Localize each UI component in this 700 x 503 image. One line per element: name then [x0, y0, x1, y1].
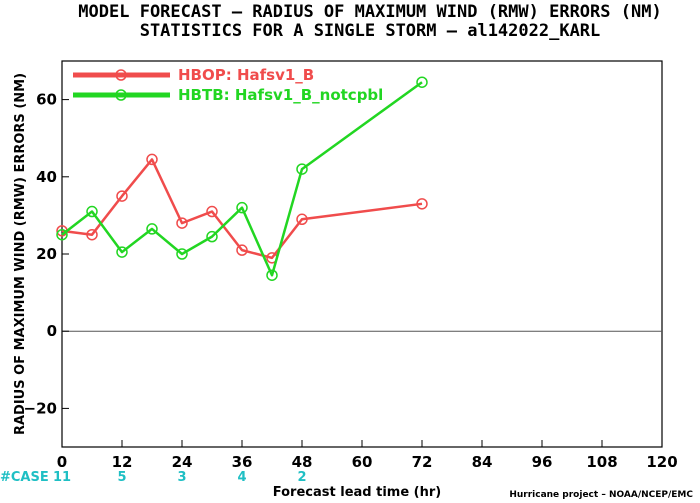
x-axis-label: Forecast lead time (hr)	[273, 485, 441, 500]
y-tick-label: 0	[47, 322, 57, 340]
y-tick-label: 20	[36, 245, 57, 263]
data-point	[56, 228, 68, 241]
chart-subtitle: STATISTICS FOR A SINGLE STORM – al142022…	[140, 21, 601, 41]
data-point	[416, 76, 428, 88]
data-point	[416, 198, 428, 210]
legend: HBOP: Hafsv1_B HBTB: Hafsv1_B_notcpbl	[73, 66, 383, 104]
x-tick-label: 72	[412, 453, 433, 471]
data-point	[86, 228, 98, 241]
x-axis: 0 12 24 36 48 60 72 84 96 108 120	[57, 440, 678, 471]
series-1	[56, 153, 428, 264]
data-point	[146, 223, 158, 235]
data-point	[86, 205, 98, 218]
case-count: 11	[53, 470, 71, 485]
legend-label: HBOP: Hafsv1_B	[178, 66, 314, 84]
data-point	[116, 190, 128, 202]
legend-label: HBTB: Hafsv1_B_notcpbl	[178, 86, 383, 104]
case-count: 3	[177, 470, 186, 485]
x-tick-label: 96	[532, 453, 553, 471]
data-point	[296, 163, 308, 175]
data-point	[176, 217, 188, 229]
y-tick-label: 60	[36, 91, 57, 109]
x-tick-label: 36	[232, 453, 253, 471]
series-2	[56, 76, 428, 281]
plot-frame	[61, 60, 663, 448]
legend-item: HBTB: Hafsv1_B_notcpbl	[73, 86, 383, 104]
chart-title: MODEL FORECAST – RADIUS OF MAXIMUM WIND …	[78, 2, 661, 22]
x-tick-label: 0	[57, 453, 67, 471]
y-tick-label: 40	[36, 168, 57, 186]
plot-area: 0 12 24 36 48 60 72 84 96 108 120 −20 0 20 40 60	[24, 60, 678, 471]
series-layer	[56, 76, 428, 281]
data-point	[116, 246, 128, 258]
credit-text: Hurricane project – NOAA/NCEP/EMC	[509, 490, 693, 500]
series-line	[61, 158, 423, 260]
y-axis-label: RADIUS OF MAXIMUM WIND (RMW) ERRORS (NM)	[13, 73, 28, 435]
data-point	[206, 230, 218, 243]
x-tick-label: 24	[172, 453, 193, 471]
legend-item: HBOP: Hafsv1_B	[73, 66, 314, 84]
case-counts: 11 5 3 4 2	[53, 470, 307, 485]
case-count: 5	[117, 470, 126, 485]
data-point	[176, 248, 188, 260]
x-tick-label: 108	[586, 453, 617, 471]
data-point	[206, 205, 218, 218]
y-axis: −20 0 20 40 60	[24, 91, 69, 417]
x-tick-label: 84	[472, 453, 493, 471]
data-point	[296, 213, 308, 226]
case-label: #CASE	[0, 470, 49, 485]
case-count: 4	[237, 470, 246, 485]
case-count: 2	[297, 470, 306, 485]
x-tick-label: 12	[112, 453, 133, 471]
data-point	[266, 269, 278, 281]
x-tick-label: 60	[352, 453, 373, 471]
series-line	[61, 81, 423, 277]
data-point	[236, 244, 248, 256]
x-tick-label: 48	[292, 453, 313, 471]
y-tick-label: −20	[24, 399, 57, 417]
legend-marker	[115, 69, 127, 81]
data-point	[146, 153, 158, 166]
legend-marker	[115, 89, 127, 101]
data-point	[236, 201, 248, 214]
x-tick-label: 120	[646, 453, 677, 471]
